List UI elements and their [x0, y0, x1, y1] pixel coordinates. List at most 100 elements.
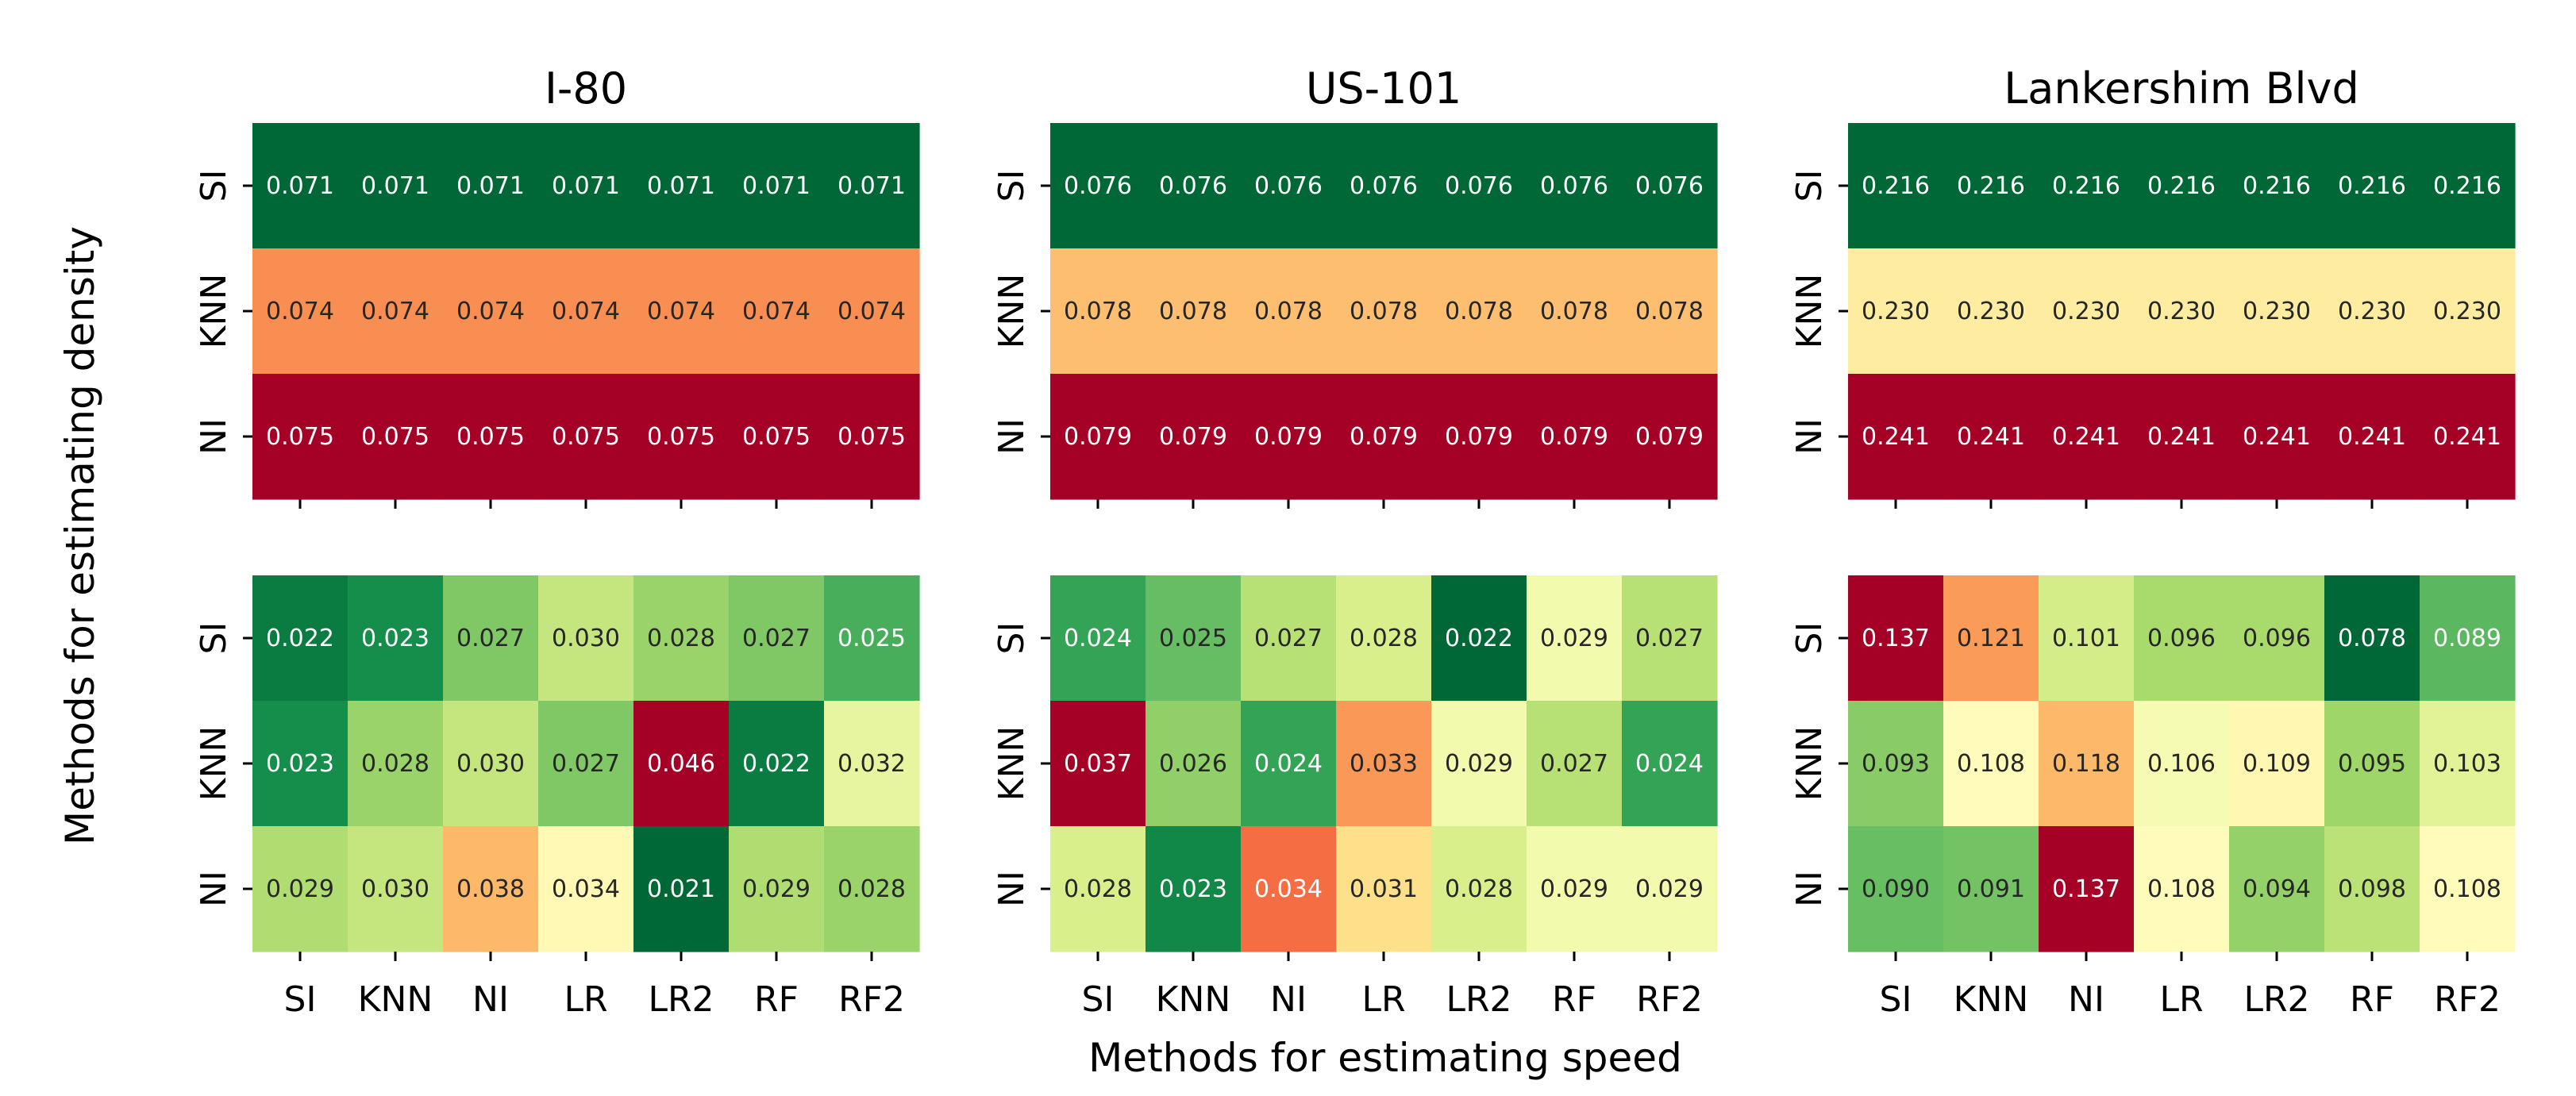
- heatmap-cell: [252, 123, 348, 249]
- cell-value-label: 0.096: [2147, 625, 2216, 652]
- x-tick-label: RF: [2350, 979, 2394, 1020]
- cell-value-label: 0.230: [2052, 298, 2120, 325]
- heatmap-cell: [443, 701, 539, 827]
- heatmap-cell: [1336, 826, 1432, 952]
- heatmap-cell: [1146, 248, 1242, 375]
- cell-value-label: 0.029: [266, 875, 334, 903]
- cell-value-label: 0.024: [1064, 625, 1132, 652]
- x-tick-label: SI: [1082, 979, 1115, 1020]
- cell-value-label: 0.030: [456, 750, 525, 778]
- cell-value-label: 0.108: [2147, 875, 2216, 903]
- y-tick-label: SI: [1789, 622, 1830, 655]
- heatmap-cell: [1050, 575, 1146, 702]
- heatmap-cell: [1431, 826, 1527, 952]
- cell-value-label: 0.241: [2147, 423, 2216, 451]
- cell-value-label: 0.028: [361, 750, 429, 778]
- x-axis-label: Methods for estimating speed: [1088, 1035, 1682, 1081]
- heatmap-cell: [1146, 701, 1242, 827]
- cell-value-label: 0.075: [361, 423, 429, 451]
- heatmap-cell: [2324, 123, 2420, 249]
- cell-value-label: 0.027: [456, 625, 525, 652]
- cell-value-label: 0.027: [742, 625, 811, 652]
- cell-value-label: 0.216: [1957, 172, 2025, 200]
- heatmap-cell: [1146, 374, 1242, 500]
- cell-value-label: 0.078: [1064, 298, 1132, 325]
- heatmap-cell: [1848, 123, 1944, 249]
- heatmap-cell: [1943, 826, 2039, 952]
- x-tick-label: RF2: [2434, 979, 2501, 1020]
- heatmap-cell: [443, 123, 539, 249]
- y-tick-label: NI: [1789, 418, 1830, 455]
- cell-value-label: 0.078: [1350, 298, 1418, 325]
- heatmap-cell: [2324, 826, 2420, 952]
- cell-value-label: 0.076: [1350, 172, 1418, 200]
- heatmap-cell: [2324, 248, 2420, 375]
- cell-value-label: 0.079: [1540, 423, 1608, 451]
- x-tick-label: LR: [2159, 979, 2203, 1020]
- cell-value-label: 0.108: [1957, 750, 2025, 778]
- y-tick-label: KNN: [194, 274, 234, 349]
- heatmap-top: 0.216 0.216 0.216 0.216 0.216 0.216 0.216 0.230…: [1789, 123, 2516, 509]
- heatmap-cell: [443, 248, 539, 375]
- cell-value-label: 0.103: [2433, 750, 2501, 778]
- cell-value-label: 0.079: [1159, 423, 1227, 451]
- x-tick-label: KNN: [1156, 979, 1231, 1020]
- cell-value-label: 0.022: [742, 750, 811, 778]
- cell-value-label: 0.089: [2433, 625, 2501, 652]
- heatmap-cell: [538, 575, 634, 702]
- cell-value-label: 0.241: [2338, 423, 2406, 451]
- y-tick-label: KNN: [1789, 274, 1830, 349]
- cell-value-label: 0.074: [266, 298, 334, 325]
- heatmap-cell: [2229, 826, 2325, 952]
- heatmap-cell: [2229, 374, 2325, 500]
- heatmap-cell: [2229, 123, 2325, 249]
- heatmap-cell: [2420, 575, 2516, 702]
- heatmap-cell: [729, 826, 825, 952]
- cell-value-label: 0.074: [837, 298, 906, 325]
- heatmap-cell: [1241, 248, 1337, 375]
- cell-value-label: 0.216: [2052, 172, 2120, 200]
- heatmap-cell: [2134, 374, 2230, 500]
- heatmap-cell: [443, 374, 539, 500]
- cell-value-label: 0.029: [1540, 625, 1608, 652]
- cell-value-label: 0.028: [1064, 875, 1132, 903]
- cell-value-label: 0.033: [1350, 750, 1418, 778]
- heatmap-cell: [1848, 575, 1944, 702]
- cell-value-label: 0.216: [2433, 172, 2501, 200]
- panel-title: I-80: [545, 63, 627, 113]
- cell-value-label: 0.026: [1159, 750, 1227, 778]
- heatmap-top: 0.071 0.071 0.071 0.071 0.071 0.071 0.071 0.074…: [194, 123, 920, 509]
- cell-value-label: 0.075: [742, 423, 811, 451]
- cell-value-label: 0.071: [742, 172, 811, 200]
- heatmap-cell: [1622, 701, 1718, 827]
- heatmap-cell: [1336, 701, 1432, 827]
- heatmap-cell: [633, 575, 730, 702]
- heatmap-cell: [1943, 123, 2039, 249]
- cell-value-label: 0.027: [1635, 625, 1704, 652]
- heatmap-cell: [1431, 123, 1527, 249]
- heatmap-cell: [1622, 123, 1718, 249]
- cell-value-label: 0.078: [1159, 298, 1227, 325]
- y-tick-label: SI: [992, 170, 1032, 202]
- cell-value-label: 0.078: [1254, 298, 1323, 325]
- cell-value-label: 0.027: [1254, 625, 1323, 652]
- heatmap-cell: [1241, 575, 1337, 702]
- heatmap-cell: [2420, 248, 2516, 375]
- heatmap-cell: [252, 248, 348, 375]
- heatmap-cell: [1146, 575, 1242, 702]
- heatmap-cell: [348, 826, 444, 952]
- cell-value-label: 0.038: [456, 875, 525, 903]
- heatmap-cell: [538, 826, 634, 952]
- y-tick-label: NI: [194, 871, 234, 907]
- cell-value-label: 0.022: [266, 625, 334, 652]
- cell-value-label: 0.230: [2147, 298, 2216, 325]
- cell-value-label: 0.096: [2243, 625, 2311, 652]
- x-tick-label: RF: [1552, 979, 1596, 1020]
- panel-title: Lankershim Blvd: [2004, 63, 2359, 113]
- cell-value-label: 0.027: [552, 750, 620, 778]
- cell-value-label: 0.137: [2052, 875, 2120, 903]
- cell-value-label: 0.023: [361, 625, 429, 652]
- heatmap-cell: [1431, 701, 1527, 827]
- heatmap-cell: [348, 123, 444, 249]
- heatmap-cell: [1241, 826, 1337, 952]
